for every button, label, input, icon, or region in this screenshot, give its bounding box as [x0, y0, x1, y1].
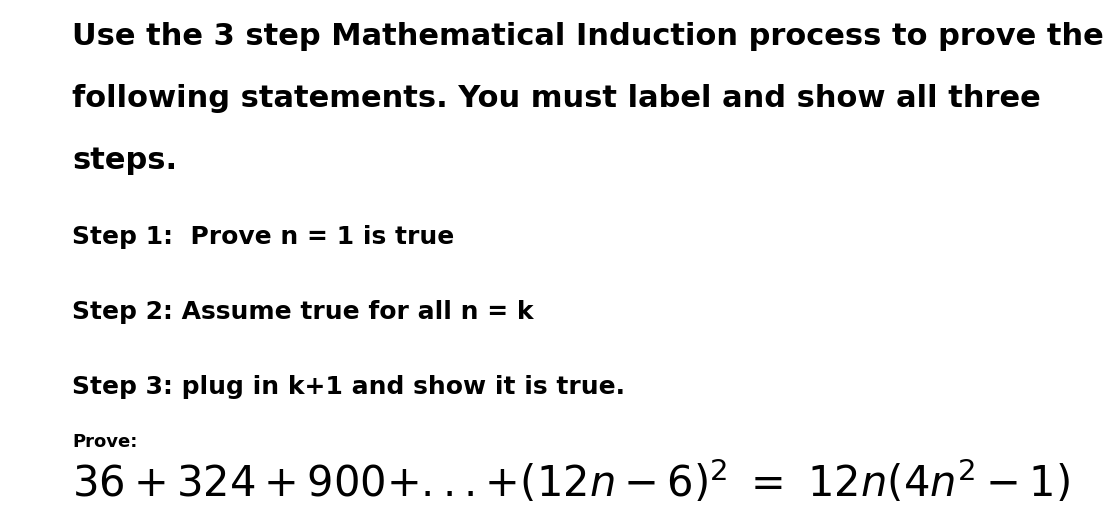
Text: $36 + 324 + 900{+}{.}{.}{.}{+}(12n-6)^2 \ = \ 12n(4n^2-1)$: $36 + 324 + 900{+}{.}{.}{.}{+}(12n-6)^2 … [72, 458, 1070, 505]
Text: following statements. You must label and show all three: following statements. You must label and… [72, 84, 1041, 113]
Text: Step 1:  Prove n = 1 is true: Step 1: Prove n = 1 is true [72, 225, 454, 249]
Text: Step 2: Assume true for all n = k: Step 2: Assume true for all n = k [72, 300, 533, 324]
Text: Use the 3 step Mathematical Induction process to prove the: Use the 3 step Mathematical Induction pr… [72, 22, 1103, 51]
Text: Prove:: Prove: [72, 433, 138, 451]
Text: Step 3: plug in k+1 and show it is true.: Step 3: plug in k+1 and show it is true. [72, 375, 625, 399]
Text: steps.: steps. [72, 146, 177, 175]
